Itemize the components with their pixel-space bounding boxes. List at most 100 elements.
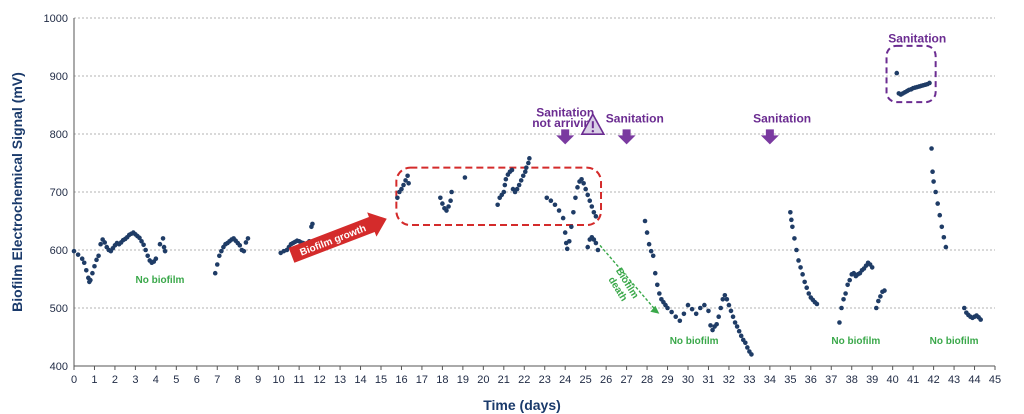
data-point (575, 185, 580, 190)
data-point (939, 224, 945, 230)
data-point (395, 195, 400, 201)
x-tick-label: 23 (539, 374, 551, 386)
data-point (145, 253, 150, 259)
x-tick-label: 26 (600, 374, 612, 386)
data-point (847, 277, 852, 283)
data-point (978, 317, 983, 322)
data-point (102, 240, 107, 245)
data-point (399, 186, 404, 192)
data-point (876, 298, 881, 304)
sanitation-box (885, 44, 937, 104)
data-point (571, 210, 576, 215)
data-point (581, 181, 586, 186)
x-tick-label: 10 (273, 374, 285, 386)
data-point (943, 244, 949, 250)
x-tick-label: 34 (764, 374, 776, 386)
x-tick-label: 15 (375, 374, 387, 386)
data-point (98, 241, 103, 247)
death-arrow-head (650, 305, 660, 314)
x-tick-label: 1 (91, 374, 97, 386)
data-point (88, 277, 93, 283)
data-point (160, 236, 166, 241)
data-point (446, 204, 451, 209)
data-point (685, 302, 691, 308)
x-tick-label: 43 (948, 374, 960, 386)
data-point (75, 252, 81, 257)
data-point (929, 146, 934, 151)
sanitation-label: Sanitation (606, 111, 664, 125)
x-tick-label: 30 (682, 374, 694, 386)
data-point (869, 265, 875, 270)
data-point (644, 230, 650, 235)
x-tick-label: 41 (907, 374, 919, 386)
y-tick-labels: 400 500 600 700 800 900 1000 (44, 13, 68, 373)
data-point (650, 253, 656, 259)
sanitation-label: Sanitation (753, 111, 811, 125)
data-point (798, 265, 803, 270)
data-point (718, 305, 724, 311)
data-point (591, 210, 597, 215)
data-point (927, 80, 932, 86)
x-tick-label: 35 (784, 374, 796, 386)
data-point (502, 182, 508, 188)
data-point (157, 241, 163, 247)
data-point (716, 314, 721, 320)
data-point (556, 208, 562, 213)
data-point (241, 248, 247, 254)
data-point (527, 156, 532, 161)
x-tick-label: 22 (518, 374, 530, 386)
x-tick-label: 27 (620, 374, 632, 386)
data-point (143, 247, 148, 253)
data-point (516, 182, 522, 188)
data-point (941, 234, 947, 240)
y-tick-label: 900 (50, 71, 68, 83)
y-tick-label: 600 (50, 245, 68, 257)
data-points (71, 70, 983, 357)
data-point (894, 70, 900, 76)
data-point (657, 291, 662, 296)
data-point (790, 224, 795, 230)
data-point (697, 305, 703, 311)
x-tick-label: 2 (112, 374, 118, 386)
data-point (544, 195, 550, 201)
data-point (843, 291, 848, 296)
y-tick-label: 500 (50, 303, 68, 315)
data-point (788, 210, 793, 215)
x-tick-label: 0 (71, 374, 77, 386)
data-point (806, 291, 812, 296)
data-point (720, 297, 726, 302)
x-tick-label: 4 (153, 374, 159, 386)
no-biofilm-label: No biofilm (136, 275, 185, 286)
data-point (593, 214, 599, 219)
axes (73, 18, 996, 370)
data-point (841, 297, 846, 302)
data-point (440, 201, 445, 206)
data-point (444, 208, 449, 213)
highlight-boxes (395, 44, 937, 227)
data-point (714, 321, 719, 327)
x-tick-label: 32 (723, 374, 735, 386)
data-point (728, 308, 734, 314)
data-point (681, 311, 687, 317)
sanitation-label: Sanitation (536, 106, 594, 120)
y-tick-label: 1000 (44, 13, 68, 25)
data-point (724, 297, 730, 302)
data-point (81, 260, 87, 266)
y-tick-label: 800 (50, 129, 68, 141)
data-point (839, 305, 844, 311)
data-point (738, 333, 744, 339)
x-tick-label: 29 (661, 374, 673, 386)
x-tick-label: 3 (132, 374, 138, 386)
data-point (503, 176, 509, 182)
x-tick-label: 31 (702, 374, 714, 386)
data-point (90, 270, 95, 276)
data-point (585, 192, 591, 198)
data-point (526, 160, 531, 166)
data-point (237, 243, 243, 248)
sanitation-label: Sanitation (888, 31, 946, 45)
data-point (518, 178, 524, 183)
data-point (734, 324, 740, 329)
data-point (585, 244, 591, 250)
x-tick-label: 19 (457, 374, 469, 386)
